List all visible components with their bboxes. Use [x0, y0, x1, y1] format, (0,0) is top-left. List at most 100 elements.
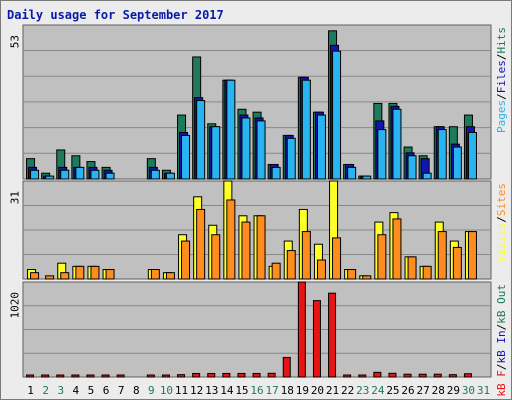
pages-bar [437, 129, 447, 180]
sites-bar [241, 221, 251, 280]
chart-title: Daily usage for September 2017 [7, 8, 224, 22]
x-tick-label: 29 [447, 384, 460, 397]
kbytes-bar [418, 373, 427, 378]
sites-bar [256, 215, 266, 280]
x-tick-label: 9 [148, 384, 155, 397]
kbytes-bar [56, 374, 65, 378]
x-tick-label: 24 [371, 384, 385, 397]
sites-bar [60, 272, 70, 280]
kbytes-bar [358, 374, 367, 378]
x-tick-label: 28 [432, 384, 445, 397]
x-tick-label: 17 [266, 384, 279, 397]
kbytes-bar [71, 374, 80, 378]
kbytes-bar [328, 292, 337, 378]
kbytes-bar [297, 281, 306, 378]
pages-bar [301, 79, 311, 180]
x-tick-label: 8 [133, 384, 140, 397]
pages-bar [452, 146, 462, 180]
x-tick-label: 26 [401, 384, 414, 397]
kbytes-bar [222, 372, 231, 378]
kbytes-bar [433, 373, 442, 378]
legend-item: Hits [495, 27, 508, 54]
pages-bar [181, 134, 191, 180]
sites-bar [286, 250, 296, 280]
sites-bar [347, 269, 357, 280]
pages-bar [347, 166, 357, 180]
x-tick-label: 11 [175, 384, 188, 397]
legend-item: Sites [495, 183, 508, 216]
y-max-label-1: 53 [9, 35, 22, 48]
pages-bar [256, 120, 266, 180]
legend-item: kB F [495, 370, 508, 397]
sites-bar [75, 265, 85, 280]
pages-bar [286, 137, 296, 180]
x-tick-label: 20 [311, 384, 324, 397]
x-tick-label: 13 [205, 384, 218, 397]
legend-item: kB In [495, 330, 508, 363]
legend-item: / [495, 54, 508, 61]
sites-bar [332, 237, 342, 280]
kbytes-bar [343, 374, 352, 378]
sites-bar [467, 231, 477, 280]
legend-2: Visits/Sites [495, 183, 508, 263]
legend-item: Files [495, 60, 508, 93]
kbytes-bar [86, 374, 95, 378]
pages-bar [392, 108, 402, 180]
kbytes-bar [101, 374, 110, 378]
x-tick-label: 23 [356, 384, 369, 397]
pages-bar [271, 166, 281, 180]
sites-bar [422, 265, 432, 280]
sites-bar [392, 218, 402, 280]
kbytes-bar [448, 374, 457, 378]
pages-bar [30, 169, 40, 180]
sites-bar [165, 272, 175, 280]
pages-bar [150, 169, 160, 180]
pages-bar [316, 114, 326, 180]
sites-bar [407, 256, 417, 280]
kbytes-bar [388, 372, 397, 378]
sites-bar [316, 259, 326, 280]
pages-bar [196, 100, 206, 180]
kbytes-bar [237, 372, 246, 378]
legend-1: Pages/Files/Hits [495, 27, 508, 133]
legend-item: / [495, 364, 508, 371]
kbytes-bar [116, 374, 125, 378]
pages-bar [75, 166, 85, 180]
legend-item: kB Out [495, 284, 508, 324]
x-tick-label: 2 [42, 384, 49, 397]
pages-bar [45, 175, 55, 180]
sites-bar [150, 269, 160, 280]
x-tick-label: 31 [477, 384, 490, 397]
legend-item: / [495, 216, 508, 223]
x-tick-label: 7 [118, 384, 125, 397]
sites-bar [181, 240, 191, 280]
kbytes-bar [177, 374, 186, 378]
kbytes-bar [463, 373, 472, 378]
x-tick-label: 1 [27, 384, 34, 397]
kbytes-bar [41, 374, 50, 378]
x-tick-label: 27 [417, 384, 430, 397]
sites-bar [437, 231, 447, 280]
sites-bar [301, 231, 311, 280]
sites-bar [452, 246, 462, 280]
x-tick-label: 10 [160, 384, 173, 397]
pages-bar [332, 50, 342, 180]
pages-bar [422, 172, 432, 180]
legend-3: kB F/kB In/kB Out [495, 284, 508, 397]
x-tick-label: 4 [73, 384, 80, 397]
pages-bar [226, 79, 236, 180]
sites-bar [226, 199, 236, 280]
legend-item: Pages [495, 100, 508, 133]
legend-item: / [495, 93, 508, 100]
kbytes-bar [192, 372, 201, 378]
y-max-label-2: 31 [9, 191, 22, 204]
kbytes-bar [403, 373, 412, 378]
sites-bar [90, 265, 100, 280]
sites-bar [30, 272, 40, 280]
y-max-label-3: 1020 [9, 292, 22, 319]
sites-bar [362, 275, 372, 280]
sites-bar [196, 208, 206, 280]
kbytes-bar [26, 374, 35, 378]
